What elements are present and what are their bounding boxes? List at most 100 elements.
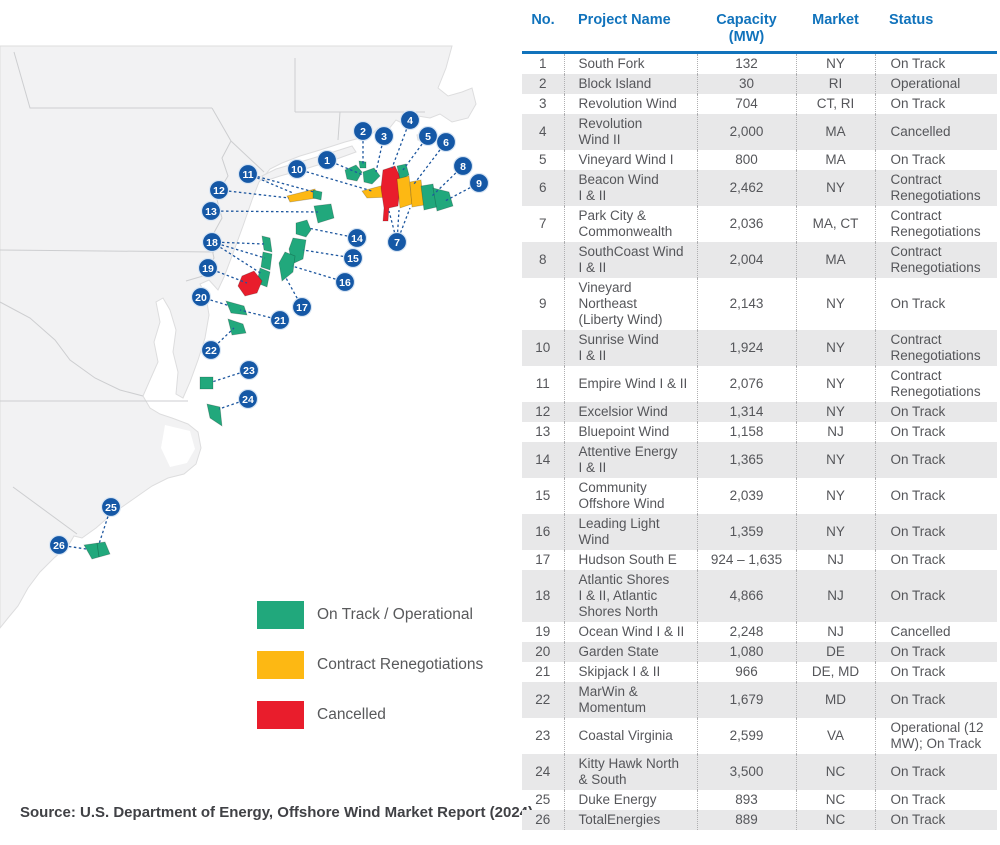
cell-status: On Track xyxy=(874,402,997,422)
cell-status: On Track xyxy=(874,94,997,114)
cell-no: 11 xyxy=(535,376,550,391)
cell-name: SouthCoast Wind I & II xyxy=(563,242,697,278)
cell-status: On Track xyxy=(874,442,997,478)
cell-status: Contract Renegotiations xyxy=(874,330,997,366)
table-row: 20 Garden State 1,080 DE On Track xyxy=(522,642,997,662)
cell-market: NY xyxy=(795,442,875,478)
legend-item-renegotiations: Contract Renegotiations xyxy=(257,651,483,679)
cell-status: On Track xyxy=(874,478,997,514)
svg-text:24: 24 xyxy=(242,394,254,406)
lease-area-on_track xyxy=(260,251,273,271)
cell-no: 18 xyxy=(535,588,551,603)
project-marker-21: 21 xyxy=(269,309,291,331)
cell-market: NC xyxy=(795,790,875,810)
cell-no: 5 xyxy=(538,152,547,167)
svg-text:12: 12 xyxy=(213,185,225,197)
cell-name: Garden State xyxy=(563,642,697,662)
legend-swatch-on_track xyxy=(257,601,304,629)
svg-text:6: 6 xyxy=(443,137,449,149)
table-row: 17 Hudson South E 924 – 1,635 NJ On Track xyxy=(522,550,997,570)
cell-no: 1 xyxy=(538,56,547,71)
cell-name: Duke Energy xyxy=(563,790,697,810)
cell-market: RI xyxy=(795,74,875,94)
lease-area-on_track xyxy=(206,403,223,427)
cell-market: NY xyxy=(795,330,875,366)
lease-area-on_track xyxy=(225,300,248,316)
cell-market: NY xyxy=(795,478,875,514)
svg-text:4: 4 xyxy=(407,115,413,127)
table-row: 23 Coastal Virginia 2,599 VA Operational (12… xyxy=(522,718,997,754)
svg-text:15: 15 xyxy=(347,253,359,265)
lease-area-on_track xyxy=(199,376,214,390)
legend-item-on_track: On Track / Operational xyxy=(257,601,483,629)
svg-text:8: 8 xyxy=(460,161,466,173)
cell-no: 17 xyxy=(535,552,551,567)
wind-lease-areas xyxy=(83,160,454,560)
lease-area-on_track xyxy=(83,541,111,560)
table-row: 2 Block Island 30 RI Operational xyxy=(522,74,997,94)
cell-market: MA xyxy=(795,114,875,150)
table-row: 11 Empire Wind I & II 2,076 NY Contract Rene… xyxy=(522,366,997,402)
offshore-wind-map: 1 2 3 4 5 6 7 8 9 10 11 12 13 14 15 16 17 18 19 20 21 22 23 24 2… xyxy=(0,0,510,770)
table-row: 9 Vineyard Northeast (Liberty Wind) 2,143 N… xyxy=(522,278,997,330)
cell-capacity: 3,500 xyxy=(696,754,796,790)
cell-market: NJ xyxy=(795,550,875,570)
cell-name: Attentive Energy I & II xyxy=(563,442,697,478)
lease-area-on_track xyxy=(227,318,247,336)
cell-name: Empire Wind I & II xyxy=(563,366,697,402)
lease-area-cancelled xyxy=(237,270,263,297)
cell-status: Contract Renegotiations xyxy=(874,242,997,278)
cell-name: Excelsior Wind xyxy=(563,402,697,422)
column-header-no: No. xyxy=(522,10,564,54)
cell-no: 8 xyxy=(538,252,547,267)
cell-no: 13 xyxy=(535,424,551,439)
cell-market: NC xyxy=(795,810,875,830)
cell-no: 12 xyxy=(535,404,551,419)
cell-status: On Track xyxy=(874,150,997,170)
cell-market: NJ xyxy=(795,622,875,642)
project-marker-11: 11 xyxy=(237,163,259,185)
cell-no: 15 xyxy=(535,488,551,503)
cell-no: 19 xyxy=(535,624,551,639)
cell-status: On Track xyxy=(874,514,997,550)
project-marker-10: 10 xyxy=(286,158,308,180)
project-marker-18: 18 xyxy=(201,231,223,253)
cell-status: On Track xyxy=(874,570,997,622)
table-row: 4 Revolution Wind II 2,000 MA Cancelled xyxy=(522,114,997,150)
project-marker-4: 4 xyxy=(399,109,421,131)
connector-line xyxy=(218,189,290,199)
cell-status: On Track xyxy=(874,754,997,790)
cell-name: Park City & Commonwealth xyxy=(563,206,697,242)
cell-market: MD xyxy=(795,682,875,718)
cell-market: NJ xyxy=(795,422,875,442)
cell-market: NC xyxy=(795,754,875,790)
cell-capacity: 1,158 xyxy=(696,422,796,442)
cell-status: On Track xyxy=(874,550,997,570)
project-marker-14: 14 xyxy=(346,227,368,249)
svg-text:9: 9 xyxy=(476,178,482,190)
cell-capacity: 2,036 xyxy=(696,206,796,242)
lease-area-on_track xyxy=(313,203,335,224)
table-row: 24 Kitty Hawk North & South 3,500 NC On Trac… xyxy=(522,754,997,790)
svg-text:7: 7 xyxy=(394,237,400,249)
cell-name: Community Offshore Wind xyxy=(563,478,697,514)
table-row: 16 Leading Light Wind 1,359 NY On Track xyxy=(522,514,997,550)
table-row: 13 Bluepoint Wind 1,158 NJ On Track xyxy=(522,422,997,442)
cell-no: 24 xyxy=(535,764,551,779)
svg-text:3: 3 xyxy=(381,131,387,143)
cell-capacity: 2,000 xyxy=(696,114,796,150)
table-header-row: No. Project Name Capacity (MW) Market Status xyxy=(522,10,997,54)
project-markers: 12 345 67891011121314151617181920212223242… xyxy=(48,109,490,556)
cell-status: Cancelled xyxy=(874,622,997,642)
table-row: 14 Attentive Energy I & II 1,365 NY On Track xyxy=(522,442,997,478)
cell-no: 6 xyxy=(538,180,547,195)
connector-line xyxy=(247,173,294,194)
lease-area-on_track xyxy=(432,187,454,212)
project-marker-2: 2 xyxy=(352,120,374,142)
cell-capacity: 704 xyxy=(696,94,796,114)
cell-market: NY xyxy=(795,402,875,422)
project-marker-20: 20 xyxy=(190,286,212,308)
cell-status: Contract Renegotiations xyxy=(874,170,997,206)
project-marker-3: 3 xyxy=(373,125,395,147)
table-row: 6 Beacon Wind I & II 2,462 NY Contract Reneg… xyxy=(522,170,997,206)
